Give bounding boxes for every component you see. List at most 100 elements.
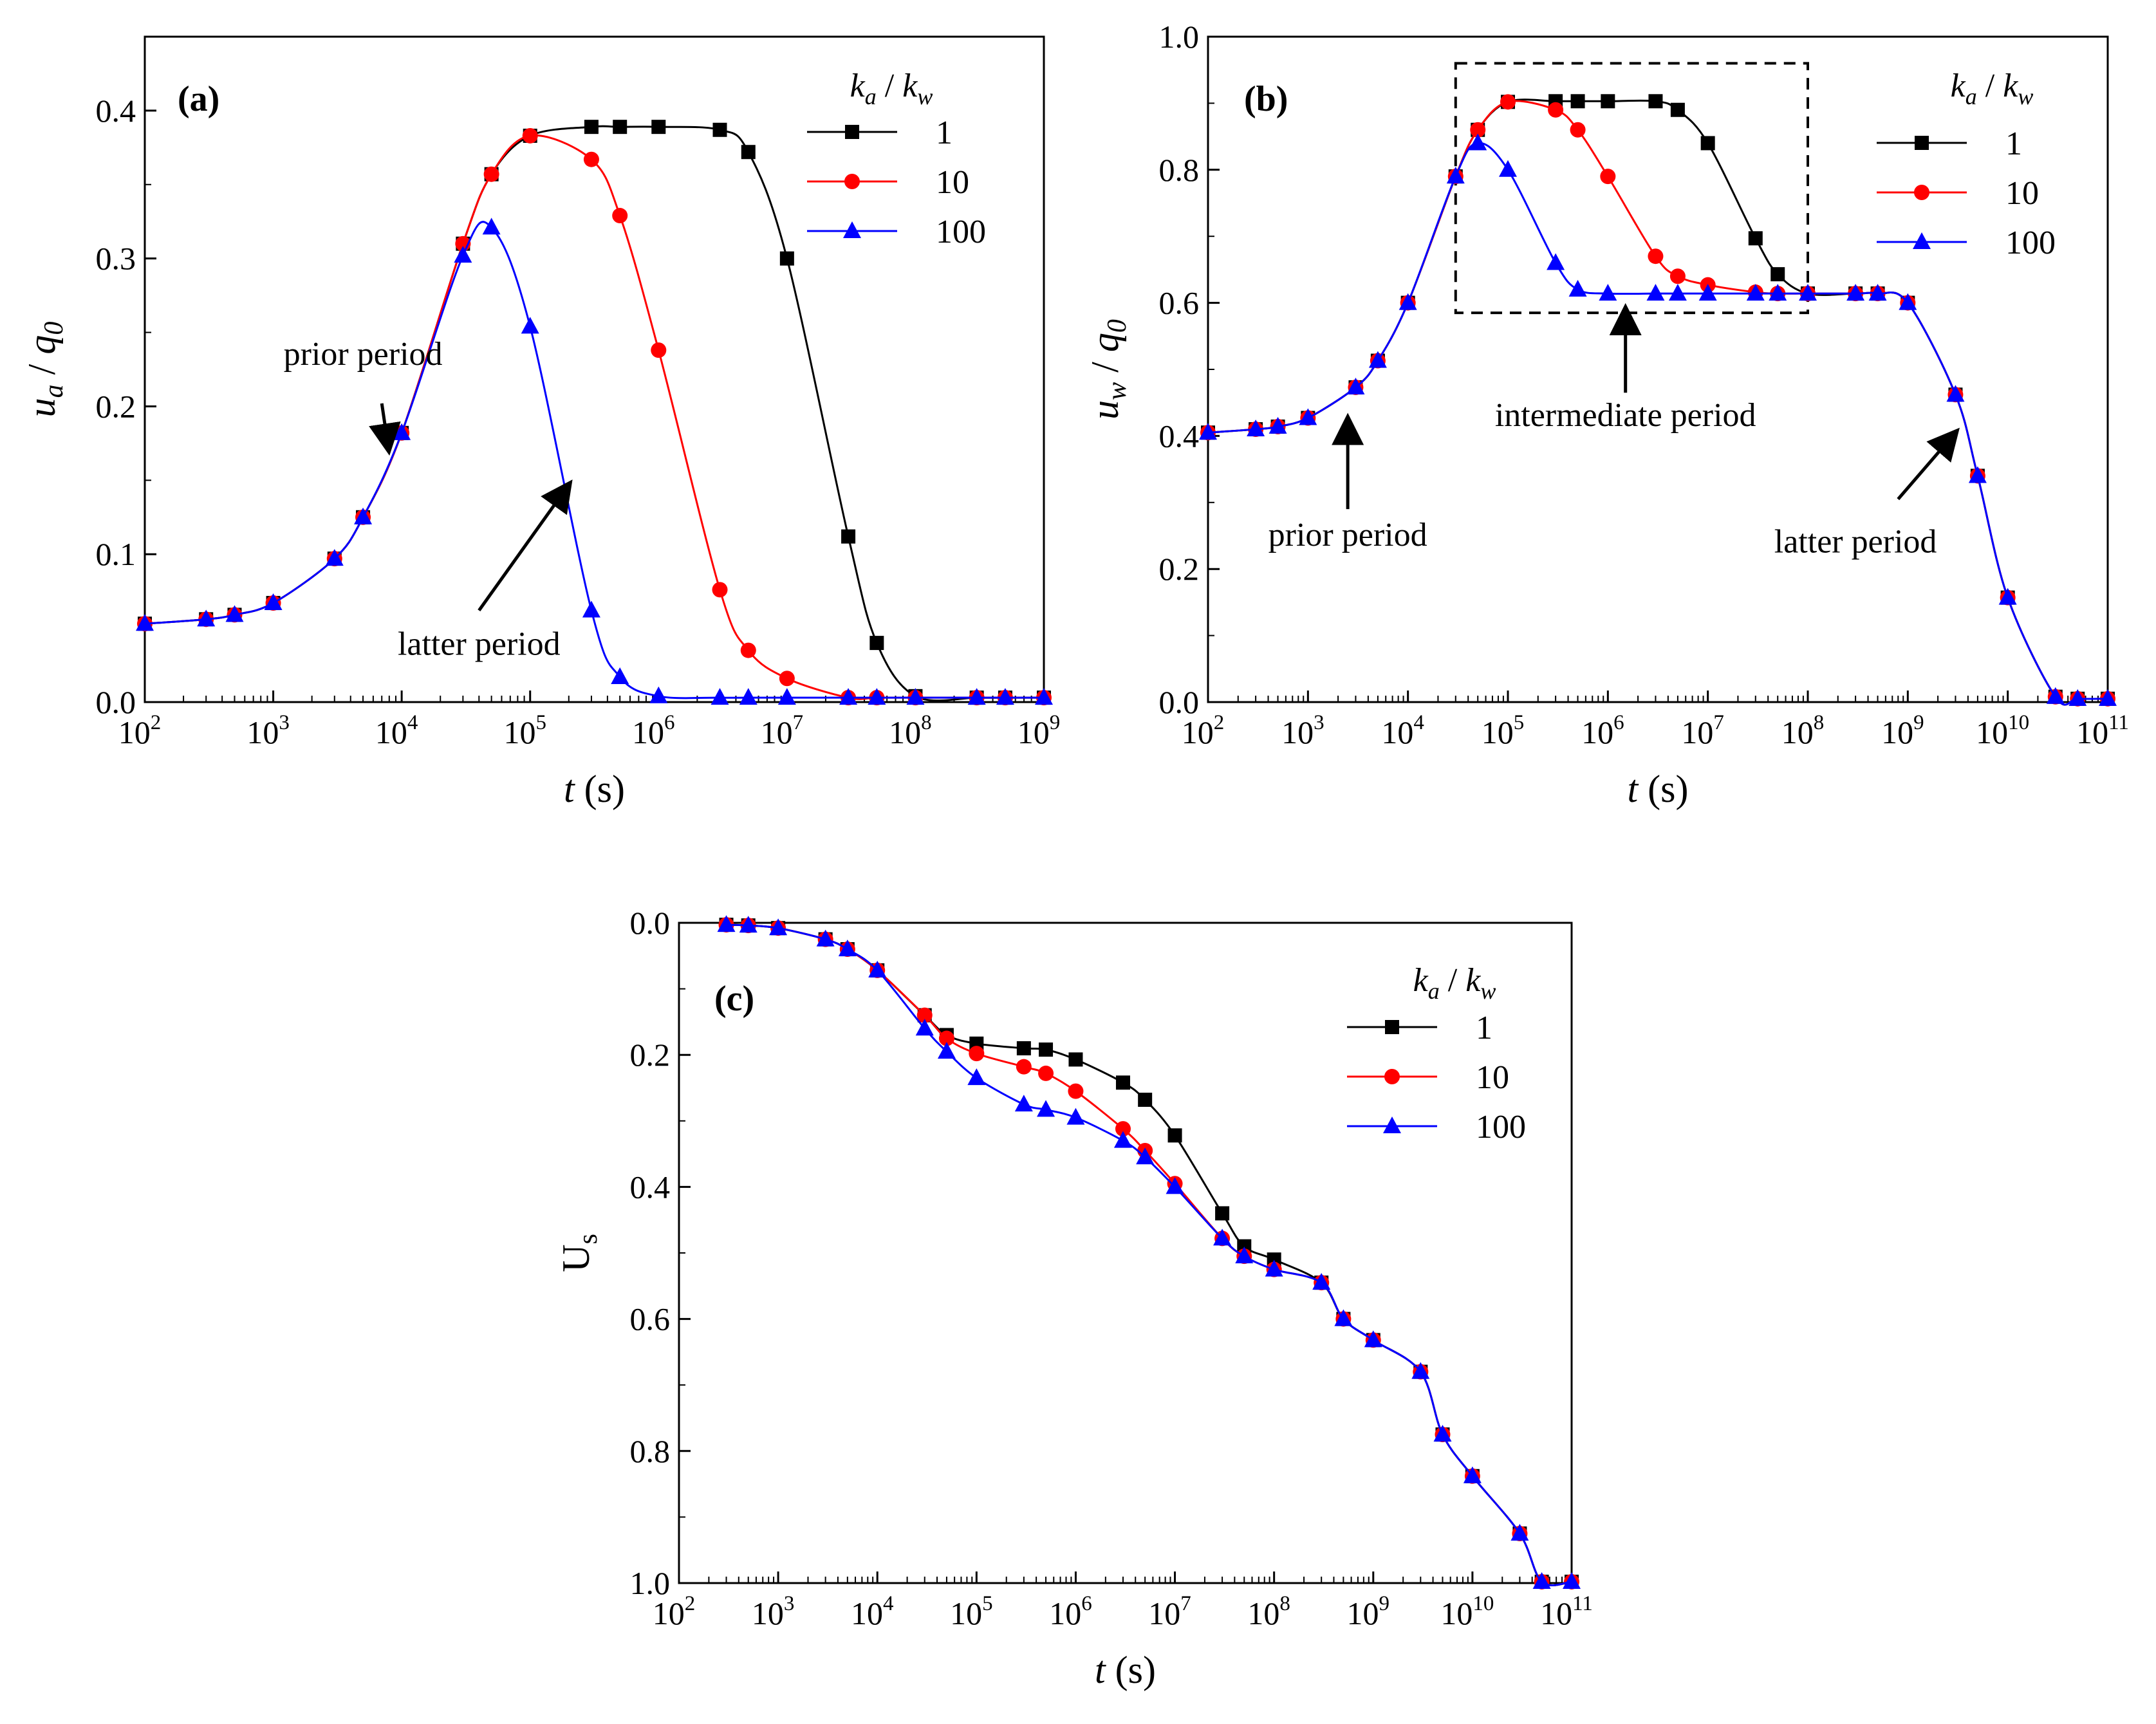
data-point xyxy=(1312,1273,1331,1290)
data-point xyxy=(1016,1041,1031,1055)
y-axis-label: Us xyxy=(555,1234,603,1272)
y-tick-label: 0.8 xyxy=(1159,152,1200,188)
data-point xyxy=(1368,351,1387,368)
data-point xyxy=(1548,102,1564,118)
x-tick-label: 1011 xyxy=(2076,711,2129,750)
data-point xyxy=(1235,1247,1254,1264)
data-point xyxy=(1299,408,1317,425)
data-point xyxy=(1115,1075,1130,1090)
x-tick-label: 108 xyxy=(889,711,932,750)
data-point xyxy=(454,246,472,263)
data-point xyxy=(651,342,667,358)
data-point xyxy=(841,529,856,544)
y-tick-label: 0.1 xyxy=(96,536,136,572)
data-point xyxy=(2046,687,2065,704)
annotation-arrow xyxy=(478,479,573,611)
x-tick-label: 103 xyxy=(246,711,290,750)
legend-label: 100 xyxy=(1476,1109,1526,1145)
plot-frame xyxy=(678,922,1573,1584)
data-point xyxy=(741,145,756,160)
data-point xyxy=(1470,122,1486,138)
legend-marker xyxy=(1383,1117,1401,1133)
legend-title: ka / kw xyxy=(1413,962,1496,1004)
data-point xyxy=(1698,284,1717,301)
legend-label: 100 xyxy=(2005,225,2056,261)
y-tick-label: 0.2 xyxy=(630,1037,671,1073)
panel-label: (c) xyxy=(714,979,754,1019)
annotation-arrow xyxy=(369,403,401,456)
data-point xyxy=(1411,1362,1430,1379)
y-tick-label: 0.2 xyxy=(1159,551,1200,587)
data-point xyxy=(649,686,668,703)
data-point xyxy=(1068,1083,1084,1099)
x-tick-label: 102 xyxy=(653,1592,696,1631)
y-tick-label: 0.4 xyxy=(630,1169,671,1205)
data-point xyxy=(611,667,629,684)
data-point xyxy=(1136,1147,1155,1165)
data-point xyxy=(739,916,757,933)
data-point xyxy=(712,122,727,137)
data-point xyxy=(2068,689,2087,706)
data-point xyxy=(651,120,666,134)
data-point xyxy=(612,208,628,224)
data-point xyxy=(739,688,757,705)
data-point xyxy=(838,940,857,957)
data-point xyxy=(1269,416,1287,434)
data-point xyxy=(967,1068,986,1086)
data-point xyxy=(1364,1330,1382,1348)
series-1 xyxy=(719,918,1579,1589)
annotation-text: latter period xyxy=(398,626,561,662)
data-point xyxy=(1547,253,1565,270)
legend-item: 1 xyxy=(1347,1010,1492,1046)
data-point xyxy=(613,120,627,134)
y-tick-label: 0.0 xyxy=(96,684,136,720)
panel-label: (b) xyxy=(1244,79,1288,119)
legend-item: 10 xyxy=(1877,175,2039,212)
data-point xyxy=(1469,133,1487,151)
data-point xyxy=(1167,1128,1182,1143)
legend-label: 1 xyxy=(1476,1010,1492,1046)
data-point xyxy=(779,251,794,266)
data-point xyxy=(938,1030,954,1046)
data-point xyxy=(1570,94,1585,109)
legend-marker xyxy=(1384,1069,1400,1084)
x-tick-label: 102 xyxy=(1182,711,1225,750)
y-tick-label: 1.0 xyxy=(1159,19,1200,55)
data-point xyxy=(1646,284,1665,301)
data-point xyxy=(1247,420,1265,437)
data-point xyxy=(2099,689,2117,706)
x-tick-label: 107 xyxy=(761,711,804,750)
data-point xyxy=(1998,588,2017,605)
legend-marker xyxy=(844,174,860,189)
data-point xyxy=(1746,284,1765,301)
data-point xyxy=(197,609,216,627)
x-tick-label: 105 xyxy=(1482,711,1525,750)
data-point xyxy=(1500,94,1516,110)
data-point xyxy=(779,671,795,687)
legend-label: 10 xyxy=(936,164,969,201)
legend-label: 1 xyxy=(936,115,953,151)
data-point xyxy=(1199,423,1217,440)
legend-item: 1 xyxy=(807,115,953,151)
data-point xyxy=(869,636,884,651)
data-point xyxy=(1115,1121,1131,1137)
series-line xyxy=(144,221,1044,700)
data-point xyxy=(1748,231,1763,246)
x-axis-label: t (s) xyxy=(1628,768,1689,810)
panel-label: (a) xyxy=(178,79,219,119)
data-point xyxy=(1039,1042,1054,1057)
data-point xyxy=(1563,1571,1581,1589)
x-tick-label: 108 xyxy=(1247,1592,1290,1631)
data-point xyxy=(1532,1571,1551,1589)
data-point xyxy=(777,688,796,705)
annotation-text: latter period xyxy=(1774,523,1937,560)
y-axis-label: ua / q0 xyxy=(21,322,69,418)
data-point xyxy=(1968,466,1987,483)
x-tick-label: 104 xyxy=(375,711,418,750)
x-tick-label: 109 xyxy=(1018,711,1061,750)
data-point xyxy=(1599,284,1617,301)
plot-frame xyxy=(144,35,1045,703)
data-point xyxy=(1446,167,1465,184)
data-point xyxy=(916,1007,933,1023)
data-point xyxy=(868,960,887,978)
